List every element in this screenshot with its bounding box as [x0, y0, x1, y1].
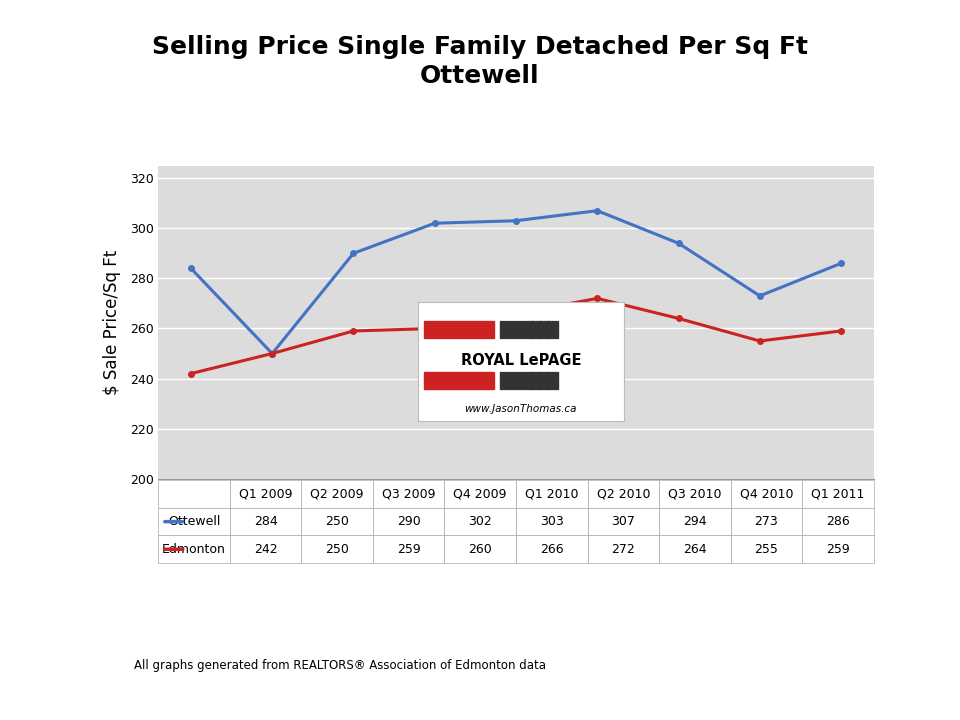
Y-axis label: $ Sale Price/Sq Ft: $ Sale Price/Sq Ft — [104, 250, 121, 395]
Bar — [543, 372, 545, 389]
Bar — [423, 321, 494, 338]
Bar — [551, 321, 553, 338]
Bar — [516, 321, 518, 338]
Bar — [546, 321, 547, 338]
Bar — [538, 321, 540, 338]
Bar — [521, 321, 523, 338]
Bar — [527, 372, 529, 389]
Bar — [511, 321, 513, 338]
Bar — [508, 372, 510, 389]
Text: All graphs generated from REALTORS® Association of Edmonton data: All graphs generated from REALTORS® Asso… — [134, 660, 546, 672]
Bar — [557, 321, 559, 338]
Bar — [506, 372, 508, 389]
Bar — [540, 321, 542, 338]
Text: ROYAL LePAGE: ROYAL LePAGE — [461, 353, 581, 368]
Bar — [423, 372, 494, 389]
Bar — [514, 321, 516, 338]
Bar — [508, 321, 510, 338]
Bar — [535, 321, 537, 338]
Bar — [546, 372, 547, 389]
Bar — [524, 372, 526, 389]
Bar — [548, 372, 550, 389]
Bar — [533, 372, 534, 389]
Bar — [519, 372, 521, 389]
Bar — [535, 372, 537, 389]
Bar — [540, 372, 542, 389]
Bar — [551, 372, 553, 389]
Bar — [524, 321, 526, 338]
Bar — [511, 372, 513, 389]
Bar — [516, 372, 518, 389]
Bar — [519, 321, 521, 338]
Text: Ottewell: Ottewell — [420, 63, 540, 88]
Bar — [530, 372, 532, 389]
Bar — [538, 372, 540, 389]
Bar — [530, 321, 532, 338]
Bar — [500, 372, 502, 389]
Bar — [554, 372, 556, 389]
Bar — [554, 321, 556, 338]
Bar — [527, 321, 529, 338]
Text: www.JasonThomas.ca: www.JasonThomas.ca — [465, 405, 577, 414]
Bar — [557, 372, 559, 389]
Bar — [503, 321, 505, 338]
Bar — [543, 321, 545, 338]
Bar — [503, 372, 505, 389]
Text: Selling Price Single Family Detached Per Sq Ft: Selling Price Single Family Detached Per… — [152, 35, 808, 59]
Bar — [514, 372, 516, 389]
Bar — [500, 321, 502, 338]
Bar — [533, 321, 534, 338]
Bar — [521, 372, 523, 389]
Bar — [506, 321, 508, 338]
Bar — [548, 321, 550, 338]
